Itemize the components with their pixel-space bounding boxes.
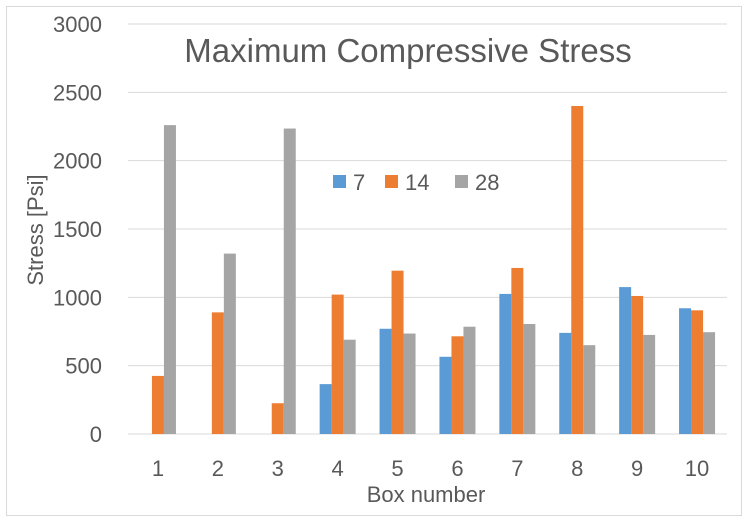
y-tick-label: 1000: [53, 285, 102, 310]
x-tick-label: 2: [212, 456, 224, 481]
chart-title: Maximum Compressive Stress: [184, 32, 631, 69]
bar-series-14-box-1: [151, 375, 164, 434]
bar-series-28-box-6: [463, 326, 476, 434]
bar-series-7-box-8: [559, 332, 572, 434]
bar-series-14-box-7: [511, 267, 524, 434]
bar-series-28-box-3: [283, 128, 296, 435]
y-tick-label: 3000: [53, 12, 102, 37]
x-axis-ticks: 1 2 3 4 5 6 7 8 9 10: [152, 456, 709, 481]
bar-series-14-box-8: [571, 106, 584, 434]
bars: [151, 106, 716, 435]
bar-series-7-box-9: [619, 287, 632, 434]
bar-series-28-box-8: [583, 345, 596, 434]
legend-label-14: 14: [405, 170, 429, 195]
bar-series-14-box-2: [211, 312, 224, 434]
x-tick-label: 3: [272, 456, 284, 481]
bar-series-28-box-9: [643, 334, 656, 434]
bar-series-14-box-9: [631, 295, 644, 434]
x-tick-label: 4: [332, 456, 344, 481]
x-tick-label: 10: [685, 456, 709, 481]
bar-series-14-box-4: [331, 294, 344, 434]
bar-series-28-box-7: [523, 323, 536, 434]
bar-series-7-box-5: [379, 328, 392, 434]
legend: 7 14 28: [333, 170, 499, 195]
bar-series-7-box-6: [439, 356, 452, 434]
y-tick-label: 1500: [53, 217, 102, 242]
bar-series-14-box-3: [271, 403, 284, 434]
x-tick-label: 7: [511, 456, 523, 481]
bar-series-14-box-10: [691, 310, 704, 434]
y-tick-label: 0: [90, 422, 102, 447]
bar-series-28-box-1: [163, 125, 176, 434]
y-tick-label: 2000: [53, 149, 102, 174]
y-axis-ticks: 0 500 1000 1500 2000 2500 3000: [53, 12, 102, 447]
legend-label-7: 7: [353, 170, 365, 195]
x-tick-label: 8: [571, 456, 583, 481]
bar-series-7-box-10: [679, 308, 692, 434]
y-tick-label: 500: [65, 354, 102, 379]
bar-series-28-box-5: [403, 333, 416, 434]
bar-series-28-box-2: [223, 253, 236, 434]
x-tick-label: 9: [631, 456, 643, 481]
bar-series-14-box-6: [451, 336, 464, 434]
bar-series-28-box-4: [343, 339, 356, 434]
y-axis-title: Stress [Psi]: [23, 174, 48, 285]
x-tick-label: 1: [152, 456, 164, 481]
bar-series-28-box-10: [703, 332, 716, 434]
legend-label-28: 28: [475, 170, 499, 195]
bar-series-7-box-4: [319, 384, 332, 434]
x-tick-label: 5: [391, 456, 403, 481]
legend-swatch-14: [385, 175, 398, 188]
legend-swatch-28: [455, 175, 468, 188]
x-axis-title: Box number: [367, 482, 486, 507]
y-tick-label: 2500: [53, 80, 102, 105]
x-tick-label: 6: [451, 456, 463, 481]
legend-swatch-7: [333, 175, 346, 188]
bar-series-7-box-7: [499, 293, 512, 434]
bar-series-14-box-5: [391, 270, 404, 434]
